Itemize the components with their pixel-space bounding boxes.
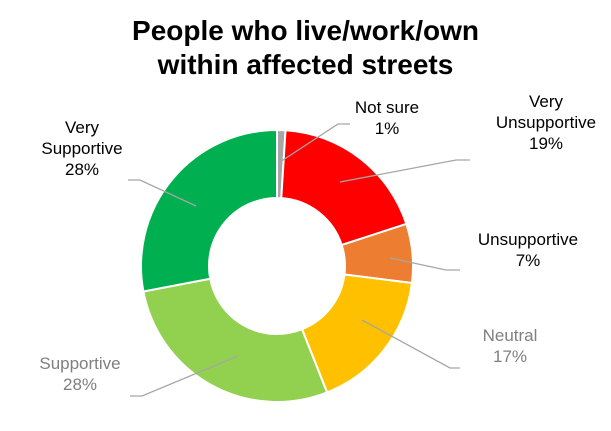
donut-slice — [280, 129, 408, 247]
slice-category-label: Very — [528, 91, 564, 111]
leader-line — [130, 355, 239, 397]
slice-category-label: Unsupportive — [477, 230, 579, 249]
slice-percent-label: 1% — [374, 119, 400, 138]
slice-category-label: Supportive — [41, 138, 123, 158]
donut-slice — [142, 277, 329, 403]
slice-percent-label: 28% — [64, 159, 100, 179]
leader-line — [339, 159, 470, 183]
chart-title-line-2: within affected streets — [157, 49, 454, 80]
leader-line — [128, 179, 197, 207]
slice-label: Supportive 28% — [20, 353, 140, 395]
slice-label: Very Unsupportive 19% — [481, 91, 611, 154]
slice-percent-label: 28% — [62, 375, 98, 394]
slice-label: Not sure 1% — [342, 97, 432, 139]
slice-label: Neutral 17% — [455, 325, 565, 367]
slice-category-label: Not sure — [354, 98, 420, 117]
slice-label: Very Supportive 28% — [22, 117, 142, 180]
leader-line — [279, 123, 350, 163]
donut-slice — [140, 128, 278, 293]
leader-line — [361, 319, 460, 369]
slice-label: Unsupportive 7% — [458, 229, 598, 271]
slice-category-label: Very — [64, 117, 100, 137]
slice-percent-label: 17% — [492, 347, 528, 366]
slice-percent-label: 7% — [515, 251, 541, 270]
chart-title-line-1: People who live/work/own — [132, 15, 479, 46]
slice-category-label: Supportive — [39, 354, 121, 373]
slice-category-label: Neutral — [482, 326, 538, 345]
leader-line — [389, 257, 460, 271]
slice-percent-label: 19% — [528, 133, 564, 153]
slice-category-label: Unsupportive — [495, 112, 597, 132]
